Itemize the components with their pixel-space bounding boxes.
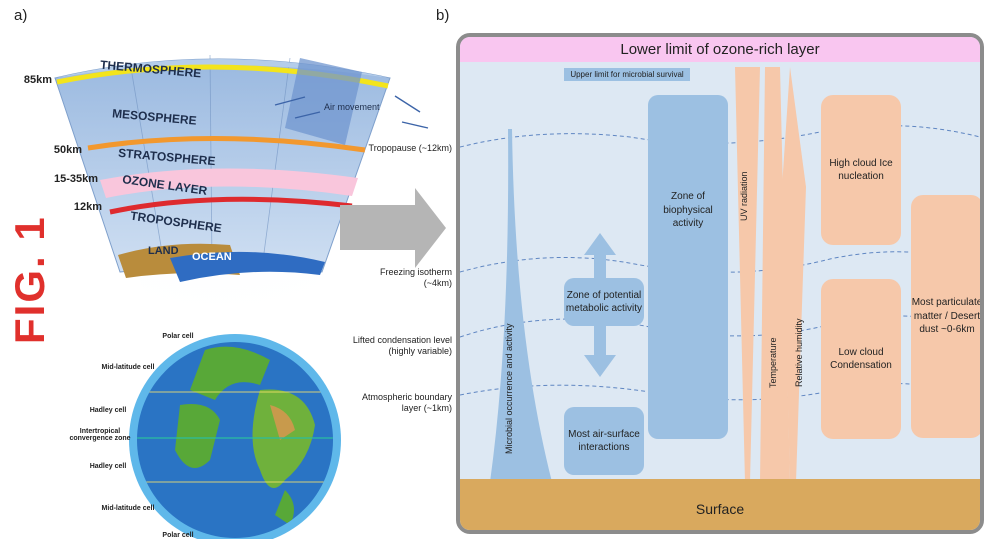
globe-cell-label: Intertropical convergence zone [69,428,131,442]
layer-label: OCEAN [192,251,232,263]
high-cloud-label: High cloud Ice nucleation [829,157,893,183]
microbial-occurrence-label: Microbial occurrence and activity [504,323,514,454]
altitude-label: 50km [53,144,82,156]
globe-cell-label: Polar cell [162,333,194,340]
level-label-lcl: Lifted condensation level (highly variab… [330,335,452,358]
globe-cell-label: Mid-latitude cell [101,505,155,512]
uv-label: UV radiation [739,171,749,221]
globe-illustration [129,334,341,539]
particulate-box: Most particulate matter / Desert dust ~0… [911,195,983,438]
microbial-cone [490,129,552,482]
layer-label: LAND [148,245,179,257]
globe-ocean [137,342,333,538]
low-cloud-box: Low cloud Condensation [821,279,901,439]
panel-arrow [340,188,446,268]
globe-cell-label: Mid-latitude cell [101,364,155,371]
particulate-label: Most particulate matter / Desert dust ~0… [911,297,983,336]
low-cloud-label: Low cloud Condensation [830,346,892,372]
humidity-label: Relative humidity [794,318,804,387]
humidity-wedge [782,67,806,482]
altitude-label: 12km [73,201,102,213]
ocean-shape [170,251,325,282]
level-text: Tropopause (~12km) [368,143,452,153]
ozone-bar: Lower limit of ozone-rich layer [460,37,980,62]
air-movement-box [285,58,362,145]
microbial-limit-label: Upper limit for microbial survival [564,68,690,81]
temperature-wedge [760,67,790,482]
zone-potential-label: Zone of potential metabolic activity [565,289,643,315]
level-label-boundary: Atmospheric boundary layer (~1km) [340,392,452,415]
altitude-label: 85km [23,74,52,86]
surface-bar: Surface [460,479,980,530]
air-movement-label: Air movement [324,102,380,112]
diagram-graphics [460,67,980,482]
air-surface-box: Most air-surface interactions [564,407,644,475]
level-label-tropopause: Tropopause (~12km) [368,143,452,154]
uv-wedge [735,67,760,482]
air-surface-label: Most air-surface interactions [568,428,640,454]
level-text: Lifted condensation level (highly variab… [352,335,452,357]
globe-cell-label: Polar cell [162,532,194,539]
tropopause-line [109,196,353,215]
globe-cell-label: Hadley cell [89,463,127,470]
zone-biophysical-label: Zone of biophysical activity [663,191,713,229]
level-text: Atmospheric boundary layer (~1km) [361,392,452,414]
zone-potential-box: Zone of potential metabolic activity [564,278,644,326]
stratosphere-line [87,135,366,153]
globe-cell-label: Hadley cell [89,407,127,414]
high-cloud-box: High cloud Ice nucleation [821,95,901,245]
diagram-panel: Lower limit of ozone-rich layer Upper li… [456,33,984,534]
level-label-freezing: Freezing isotherm (~4km) [358,267,452,290]
altitude-label: 15-35km [53,173,98,185]
atmosphere-illustration [54,54,446,330]
level-text: Freezing isotherm (~4km) [379,267,452,289]
panel-label-a: a) [14,7,28,24]
ozone-band [100,168,358,198]
zone-biophysical-box: Zone of biophysical activity [648,95,728,439]
temperature-label: Temperature [768,337,778,388]
panel-label-b: b) [436,7,450,24]
